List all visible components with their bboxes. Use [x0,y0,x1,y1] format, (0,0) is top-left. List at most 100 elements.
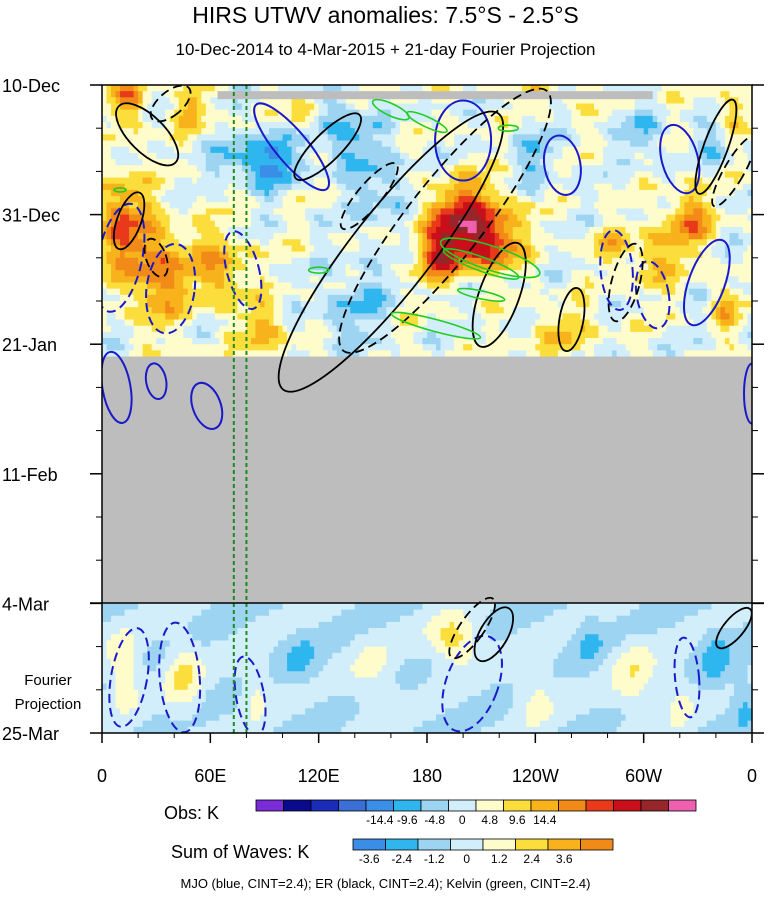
obs-cell [634,196,640,203]
obs-cell [237,97,243,105]
obs-cell [174,226,180,234]
obs-cell [111,196,117,203]
obs-cell [715,165,721,172]
obs-cell [706,263,712,271]
obs-cell [417,146,424,154]
obs-cell [666,85,672,92]
obs-cell [413,134,419,142]
obs-cell [318,109,324,117]
obs-cell [106,196,112,203]
obs-cell [675,85,681,92]
obs-cell [481,115,487,123]
obs-cell [228,128,234,135]
obs-cell [607,251,613,259]
obs-cell [160,134,166,142]
obs-cell [688,276,694,284]
obs-cell [612,245,618,253]
obs-cell [390,202,396,210]
obs-cell [296,233,302,240]
obs-cell [553,109,559,117]
obs-cell [102,276,108,284]
obs-cell [431,202,437,210]
obs-cell [201,202,207,210]
obs-cell [657,85,663,92]
obs-cell [494,226,500,234]
obs-cell [666,251,672,259]
obs-cell [237,171,243,179]
obs-cell [120,171,126,179]
obs-cell [138,196,144,203]
obs-cell [535,245,541,253]
obs-cell [720,177,726,185]
obs-cell [142,146,148,154]
obs-cell [264,140,270,148]
obs-cell [386,146,392,154]
obs-cell [264,109,270,117]
obs-cell [711,263,717,271]
obs-cell [336,233,342,240]
obs-cell [318,226,324,234]
obs-cell [472,288,478,296]
obs-cell [417,189,424,197]
obs-cell [259,97,266,105]
obs-cell [630,208,636,216]
obs-cell [341,165,347,172]
obs-cell [688,97,694,105]
obs-cell [147,226,153,234]
obs-cell [675,183,681,191]
obs-cell [399,183,406,191]
obs-cell [458,263,464,271]
obs-cell [174,239,180,247]
obs-cell [449,146,455,154]
obs-cell [210,128,216,135]
obs-cell [427,270,433,277]
obs-cell [688,122,694,129]
obs-cell [724,257,731,265]
obs-cell [440,226,446,234]
obs-cell [278,245,284,253]
obs-cell [106,233,112,240]
obs-cell [603,208,609,216]
obs-cell [142,294,148,302]
obs-cell [219,208,225,216]
obs-cell [535,214,541,222]
obs-cell [151,146,157,154]
obs-cell [715,128,721,135]
obs-cell [670,270,676,277]
obs-cell [494,196,500,203]
obs-cell [697,97,703,105]
obs-cell [499,294,505,302]
obs-cell [151,257,157,265]
obs-cell [138,115,144,123]
obs-cell [503,189,509,197]
obs-cell [129,214,135,222]
obs-cell [436,226,442,234]
obs-cell [214,97,220,105]
obs-cell [381,282,387,290]
obs-cell [138,140,144,148]
obs-cell [296,177,302,185]
obs-cell [223,103,229,111]
obs-cell [300,288,306,296]
obs-cell [697,196,703,203]
obs-cell [323,294,329,302]
obs-cell [544,263,550,271]
obs-cell [738,282,744,290]
obs-cell [241,276,248,284]
obs-cell [742,233,749,240]
obs-cell [102,171,108,179]
obs-cell [706,196,712,203]
obs-cell [738,251,744,259]
obs-cell [259,85,266,92]
obs-cell [151,251,157,259]
obs-cell [711,270,717,277]
obs-cell [454,294,460,302]
obs-cell [296,208,302,216]
obs-cell [526,239,532,247]
obs-cell [688,128,694,135]
obs-cell [535,257,541,265]
obs-cell [332,189,338,197]
obs-cell [332,152,338,160]
obs-cell [670,214,676,222]
obs-cell [255,294,261,302]
